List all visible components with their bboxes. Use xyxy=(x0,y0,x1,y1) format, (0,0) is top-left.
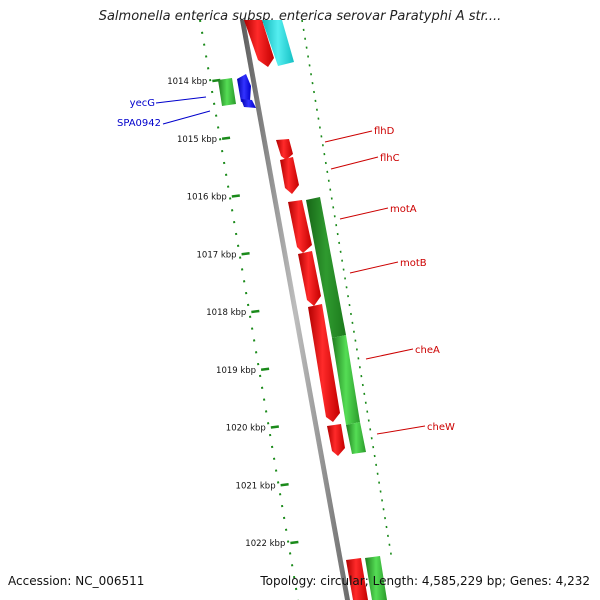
gene-motB-arrow[interactable] xyxy=(298,251,321,306)
gene-flhC-arrow[interactable] xyxy=(280,157,299,194)
gene-yecG-arrow[interactable] xyxy=(237,74,251,102)
gene-cheA-arrow[interactable] xyxy=(308,304,340,422)
track-boundaries xyxy=(301,19,393,561)
topology-label: Topology: xyxy=(260,574,317,588)
genes-value: 4,232 xyxy=(555,574,590,588)
scale-tick xyxy=(251,309,260,314)
motB-leader xyxy=(349,261,399,274)
scale-tick-label: 1019 kbp xyxy=(216,366,256,376)
gene-cheW-arrow[interactable] xyxy=(327,424,345,456)
outer-track-boundary xyxy=(301,19,393,561)
feature-green-cheW xyxy=(346,422,366,454)
gene-labels[interactable]: yecG SPA0942 flhD flhC motA motB cheA ch… xyxy=(117,98,455,433)
gene-label-cheW[interactable]: cheW xyxy=(427,422,455,433)
scale-tick-label: 1015 kbp xyxy=(177,135,217,145)
scale-tick-label: 1014 kbp xyxy=(167,77,207,87)
feature-red-top xyxy=(244,20,274,67)
scale-tick xyxy=(241,252,250,256)
gene-label-flhC[interactable]: flhC xyxy=(380,153,400,164)
gene-label-motA[interactable]: motA xyxy=(390,204,417,215)
scale-tick-label: 1016 kbp xyxy=(187,193,227,203)
flhC-leader xyxy=(330,156,379,170)
feature-red-bottom xyxy=(346,558,368,600)
scale-tick xyxy=(280,483,289,487)
accession-value: NC_006511 xyxy=(75,574,145,588)
accession-info: Accession: NC_006511 xyxy=(8,574,144,588)
cheA-leader xyxy=(365,348,414,360)
scale-track: 1014 kbp 1015 kbp 1016 kbp 1017 kbp 1018 kbp… xyxy=(167,19,299,600)
SPA0942-leader xyxy=(162,110,211,125)
scale-tick xyxy=(270,425,280,429)
scale-tick xyxy=(260,367,270,371)
gene-SPA0942-arrow[interactable] xyxy=(241,99,256,108)
gene-features[interactable] xyxy=(218,74,387,600)
cheW-leader xyxy=(376,425,426,435)
scale-tick-label: 1020 kbp xyxy=(226,424,266,434)
feature-green-operon xyxy=(332,335,360,425)
scale-tick-label: 1018 kbp xyxy=(206,308,246,318)
feature-green-bottom xyxy=(365,556,387,600)
scale-tick xyxy=(290,540,299,545)
length-value: 4,585,229 bp xyxy=(421,574,502,588)
topology-value: circular xyxy=(320,574,365,588)
scale-tick-label: 1017 kbp xyxy=(197,250,237,260)
scale-tick-label: 1022 kbp xyxy=(245,539,285,549)
scale-tick xyxy=(221,136,231,140)
genes-label: Genes: xyxy=(509,574,552,588)
scale-tick xyxy=(231,194,240,198)
gene-label-motB[interactable]: motB xyxy=(400,258,427,269)
gene-label-flhD[interactable]: flhD xyxy=(374,126,395,137)
yecG-leader xyxy=(155,96,207,104)
gene-label-yecG[interactable]: yecG xyxy=(130,98,155,109)
feature-green-small xyxy=(218,78,236,106)
scale-tick-label: 1021 kbp xyxy=(236,481,276,491)
genome-summary: Topology: circular; Length: 4,585,229 bp… xyxy=(260,574,590,588)
gene-flhD-arrow[interactable] xyxy=(276,139,293,160)
chromosome-backbone xyxy=(240,20,350,600)
gene-label-SPA0942[interactable]: SPA0942 xyxy=(117,118,161,129)
feature-darkgreen-operon xyxy=(306,197,346,338)
flhD-leader xyxy=(324,130,373,143)
length-label: Length: xyxy=(372,574,419,588)
top-features xyxy=(244,20,294,67)
accession-label: Accession: xyxy=(8,574,72,588)
gene-motA-arrow[interactable] xyxy=(288,200,312,253)
motA-leader xyxy=(339,207,389,220)
feature-cyan-top xyxy=(262,20,294,66)
gene-label-cheA[interactable]: cheA xyxy=(415,345,440,356)
gene-label-leaders xyxy=(155,96,426,435)
